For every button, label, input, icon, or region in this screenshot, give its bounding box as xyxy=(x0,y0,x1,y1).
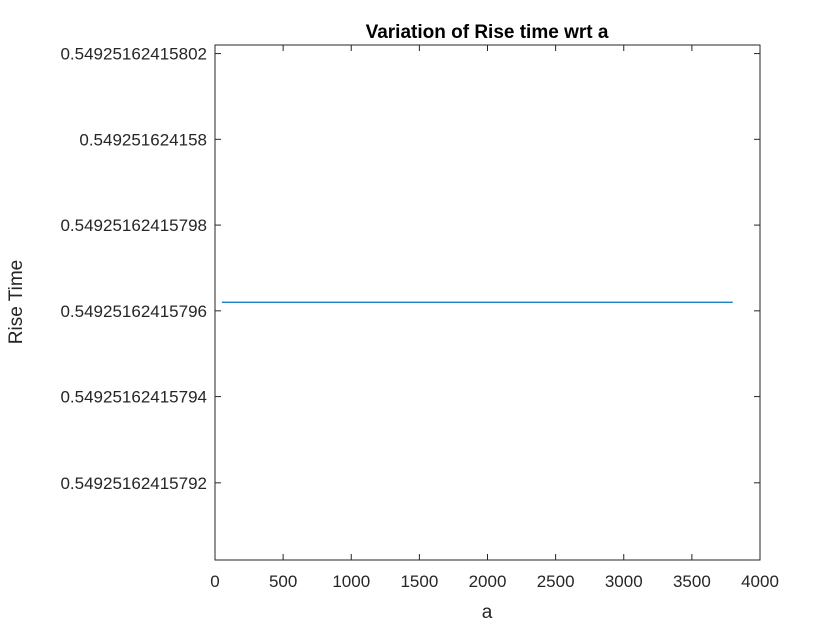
x-tick-label: 3000 xyxy=(605,572,643,591)
y-axis-label: Rise Time xyxy=(6,260,27,344)
x-tick-label: 3500 xyxy=(673,572,711,591)
x-tick-label: 4000 xyxy=(741,572,779,591)
y-axis: 0.54925162415792 0.54925162415794 0.549251… xyxy=(60,45,760,493)
chart-title: Variation of Rise time wrt a xyxy=(366,22,609,43)
x-tick-label: 2500 xyxy=(537,572,575,591)
y-tick-label: 0.549251624158 xyxy=(79,130,207,149)
x-axis: 0 500 1000 1500 2000 2500 3000 3500 4000 xyxy=(210,45,779,591)
x-axis-label: a xyxy=(482,602,493,623)
y-tick-label: 0.54925162415792 xyxy=(60,474,207,493)
y-tick-label: 0.54925162415798 xyxy=(60,216,207,235)
x-tick-label: 1500 xyxy=(400,572,438,591)
y-tick-label: 0.54925162415802 xyxy=(60,45,207,64)
x-tick-label: 0 xyxy=(210,572,219,591)
y-tick-label: 0.54925162415794 xyxy=(60,388,207,407)
y-tick-label: 0.54925162415796 xyxy=(60,302,207,321)
x-tick-label: 1000 xyxy=(332,572,370,591)
x-tick-label: 500 xyxy=(269,572,297,591)
x-tick-label: 2000 xyxy=(469,572,507,591)
